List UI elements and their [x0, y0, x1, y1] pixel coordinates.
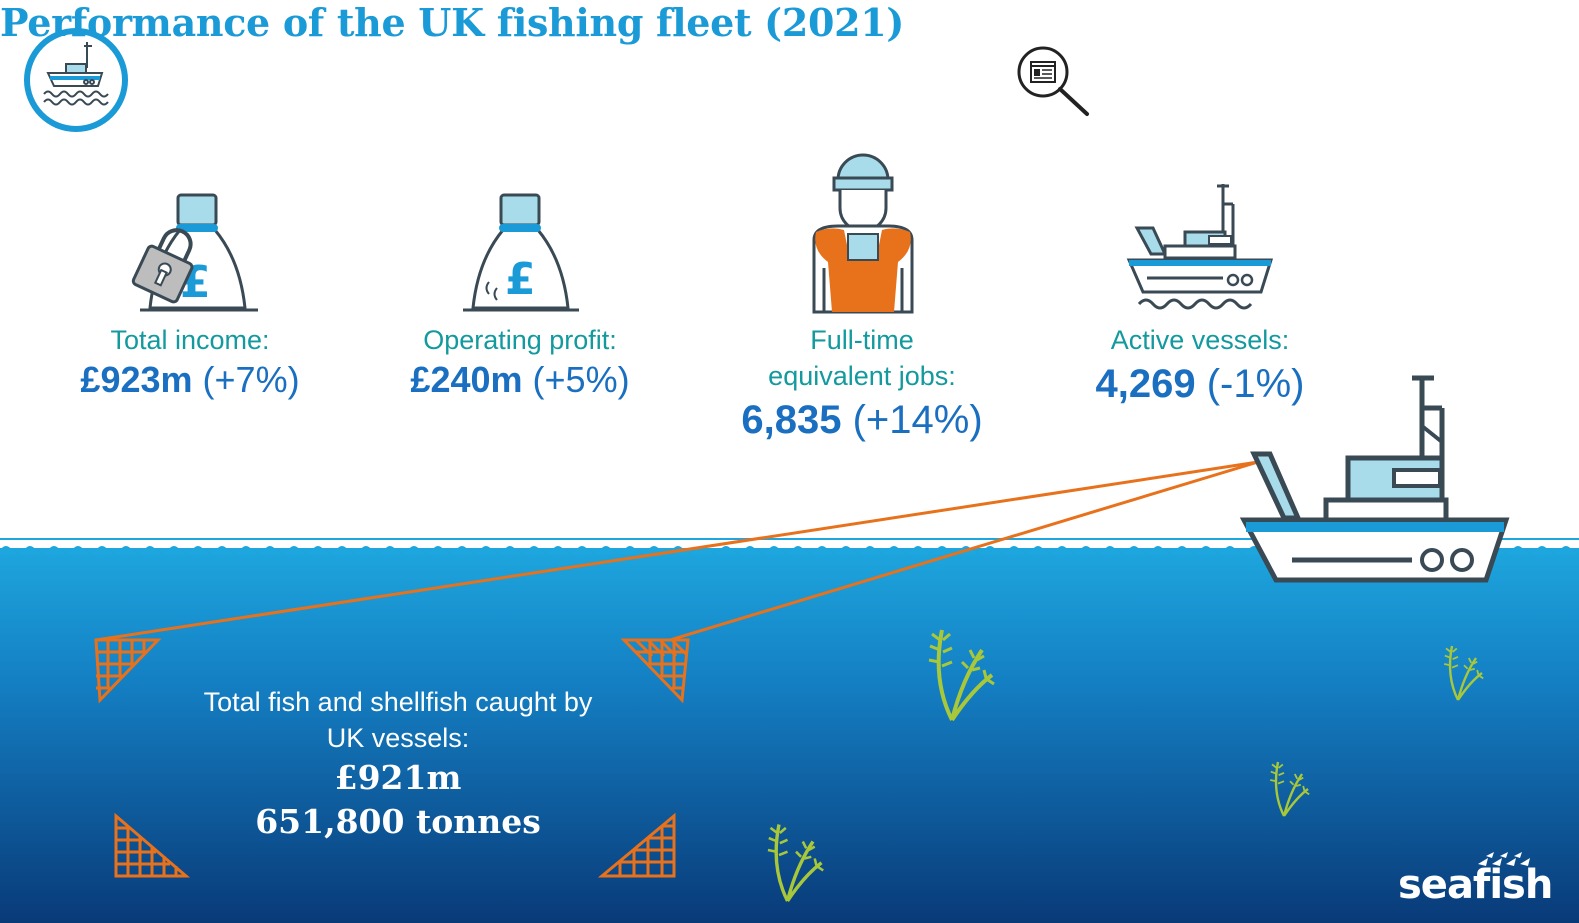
catch-value: £921m — [334, 758, 462, 797]
metric-value: 4,269 — [1095, 362, 1196, 406]
page-title: Performance of the UK fishing fleet (202… — [0, 0, 905, 45]
fishing-vessel-icon — [1126, 184, 1274, 310]
trawler-boat-icon — [1239, 375, 1510, 583]
seafish-logo: seafish — [1398, 862, 1553, 908]
metric-operating-profit: Operating profit: £240m (+5%) — [370, 322, 670, 402]
catch-tonnes: 651,800 tonnes — [255, 802, 541, 841]
metric-value: £240m — [410, 359, 523, 400]
metric-label-line1: Full-time — [810, 325, 914, 355]
metric-label: Total income: — [110, 325, 270, 355]
seafish-logo-mark — [1478, 852, 1530, 866]
metric-change: (-1%) — [1206, 362, 1305, 406]
magnifier-document-icon[interactable] — [1015, 44, 1093, 118]
catch-summary: Total fish and shellfish caught by UK ve… — [150, 684, 646, 844]
metric-change: (+14%) — [852, 398, 983, 442]
metric-label-line2: equivalent jobs: — [768, 361, 956, 391]
metric-value: 6,835 — [741, 398, 842, 442]
catch-label-line2: UK vessels: — [326, 723, 470, 753]
metric-fte-jobs: Full-time equivalent jobs: 6,835 (+14%) — [712, 322, 1012, 446]
money-bag-padlock-icon: £ — [131, 193, 258, 312]
metric-label: Operating profit: — [423, 325, 617, 355]
money-bag-icon: £ — [463, 193, 579, 312]
catch-label-line1: Total fish and shellfish caught by — [203, 687, 593, 717]
metric-active-vessels: Active vessels: 4,269 (-1%) — [1050, 322, 1350, 410]
boat-logo-icon — [24, 28, 128, 132]
metric-label: Active vessels: — [1110, 325, 1290, 355]
metric-change: (+5%) — [532, 359, 630, 400]
metric-total-income: Total income: £923m (+7%) — [40, 322, 340, 402]
metric-value: £923m — [80, 359, 193, 400]
metric-change: (+7%) — [202, 359, 300, 400]
fisherman-icon — [812, 153, 914, 314]
svg-text:£: £ — [505, 254, 536, 305]
